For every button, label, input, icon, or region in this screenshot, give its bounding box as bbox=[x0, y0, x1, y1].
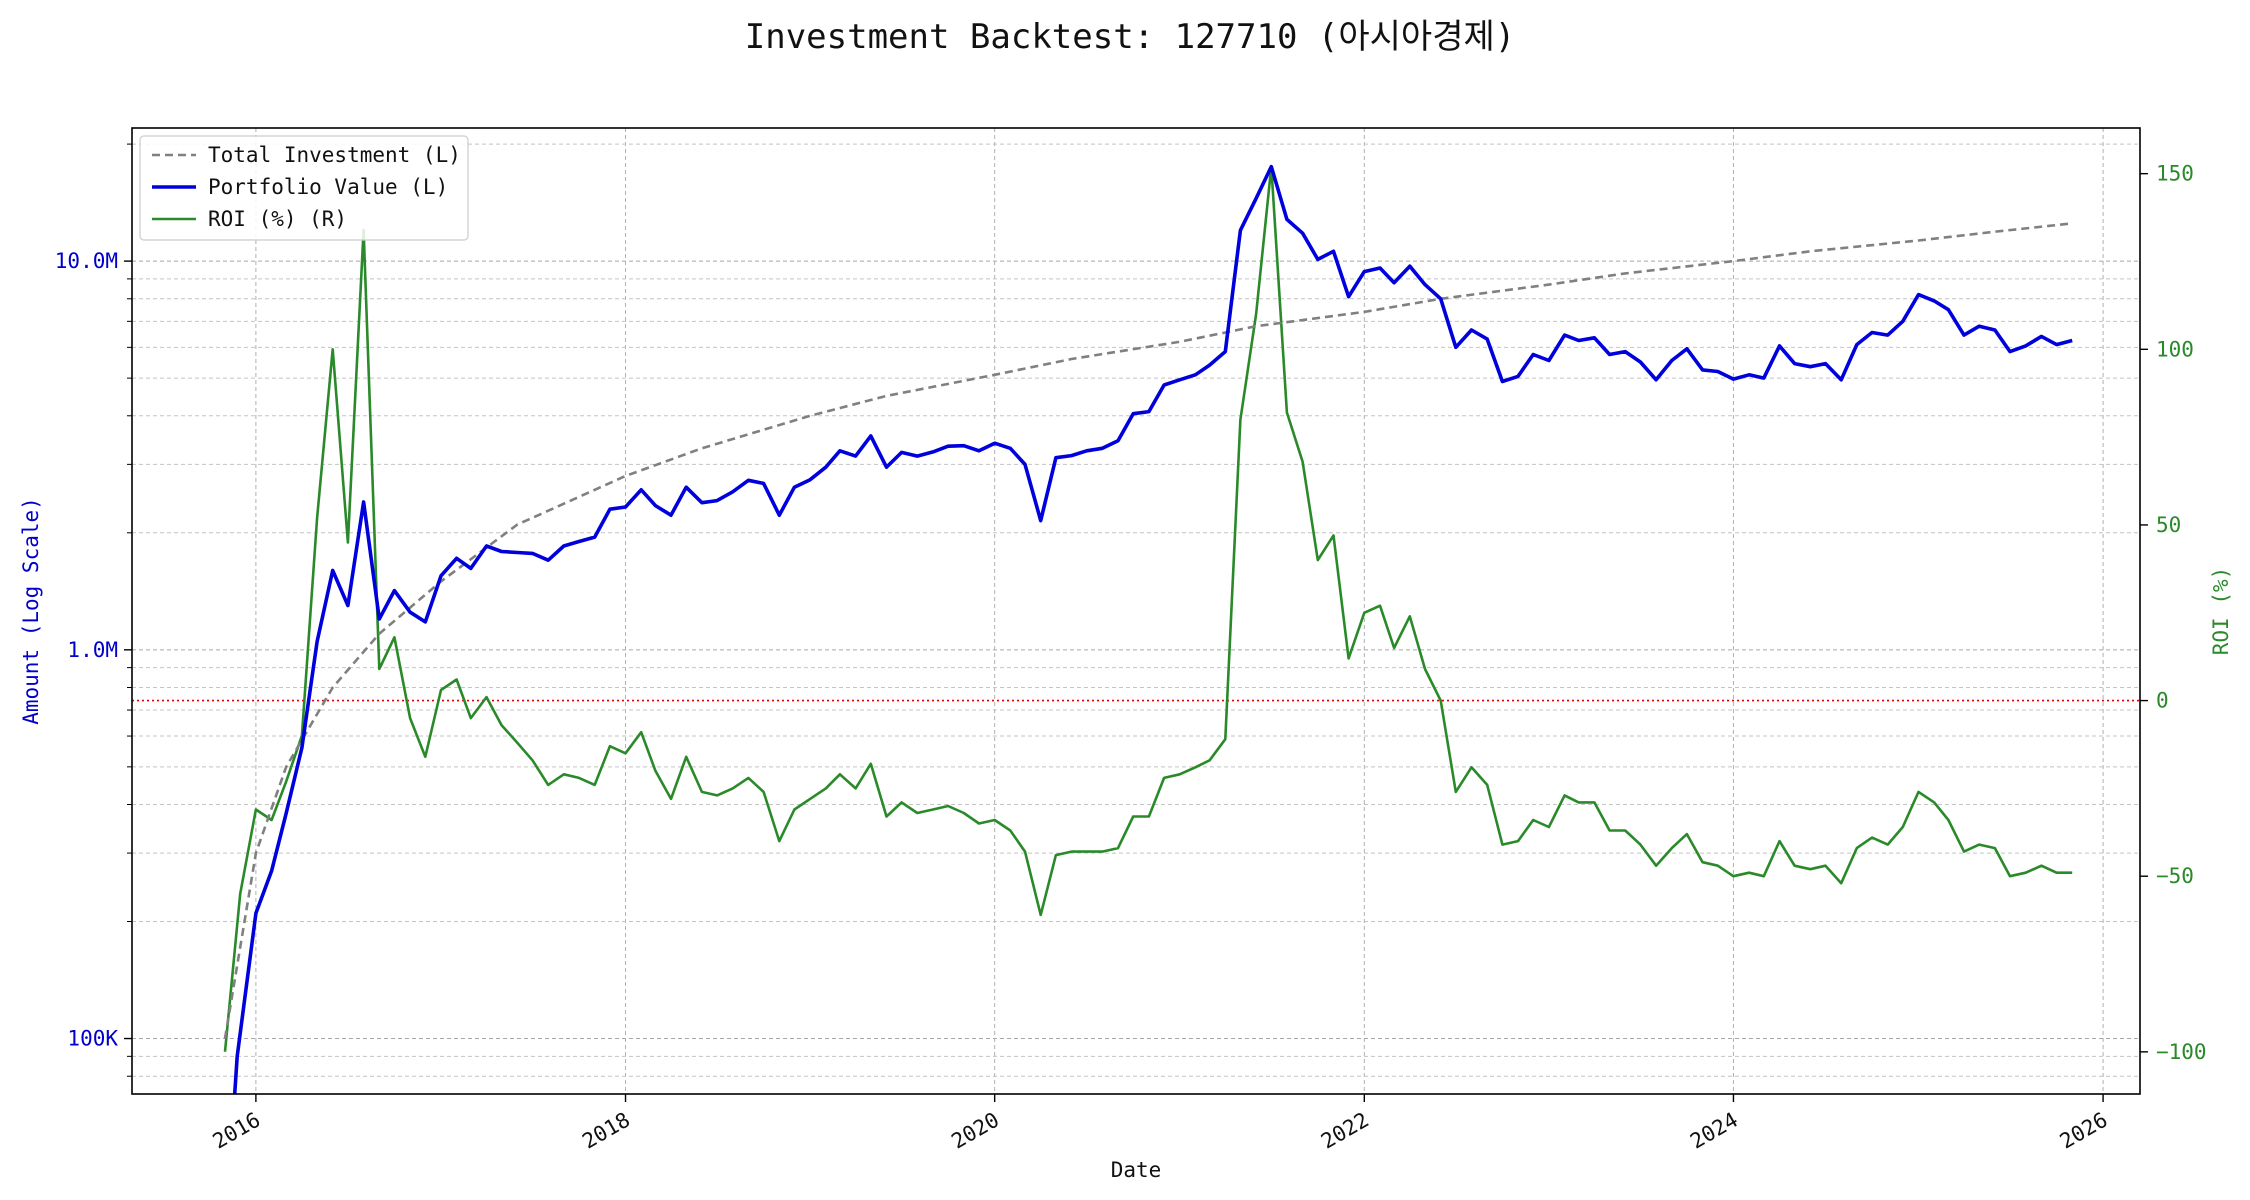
y-left-tick-label: 1.0M bbox=[67, 638, 118, 662]
legend-label-total-investment: Total Investment (L) bbox=[208, 143, 461, 167]
grid-layer bbox=[132, 128, 2140, 1094]
y-left-tick-label: 10.0M bbox=[55, 249, 118, 273]
y-right-tick-label: 100 bbox=[2156, 337, 2194, 361]
y-left-tick-label: 100K bbox=[67, 1027, 118, 1051]
x-axis-label: Date bbox=[1111, 1158, 1162, 1182]
left-axis-label: Amount (Log Scale) bbox=[19, 497, 43, 725]
y-right-tick-label: −50 bbox=[2156, 864, 2194, 888]
roi-line bbox=[223, 165, 2073, 1052]
legend-label-portfolio-value: Portfolio Value (L) bbox=[208, 175, 448, 199]
y-right-tick-label: 0 bbox=[2156, 689, 2169, 713]
y-right-tick-label: 50 bbox=[2156, 513, 2181, 537]
portfolio-value-line bbox=[232, 164, 2073, 1094]
y-right-tick-label: −100 bbox=[2156, 1040, 2207, 1064]
series-layer bbox=[223, 164, 2073, 1094]
total-investment-line bbox=[223, 222, 2073, 1039]
chart-title: Investment Backtest: 127710 (아시아경제) bbox=[745, 17, 1516, 57]
legend-label-roi: ROI (%) (R) bbox=[208, 207, 347, 231]
plot-frame bbox=[131, 127, 2141, 1095]
y-right-tick-label: 150 bbox=[2156, 162, 2194, 186]
legend-box bbox=[139, 135, 469, 241]
right-axis-label: ROI (%) bbox=[2209, 567, 2233, 656]
legend: Total Investment (L) Portfolio Value (L)… bbox=[139, 135, 469, 241]
